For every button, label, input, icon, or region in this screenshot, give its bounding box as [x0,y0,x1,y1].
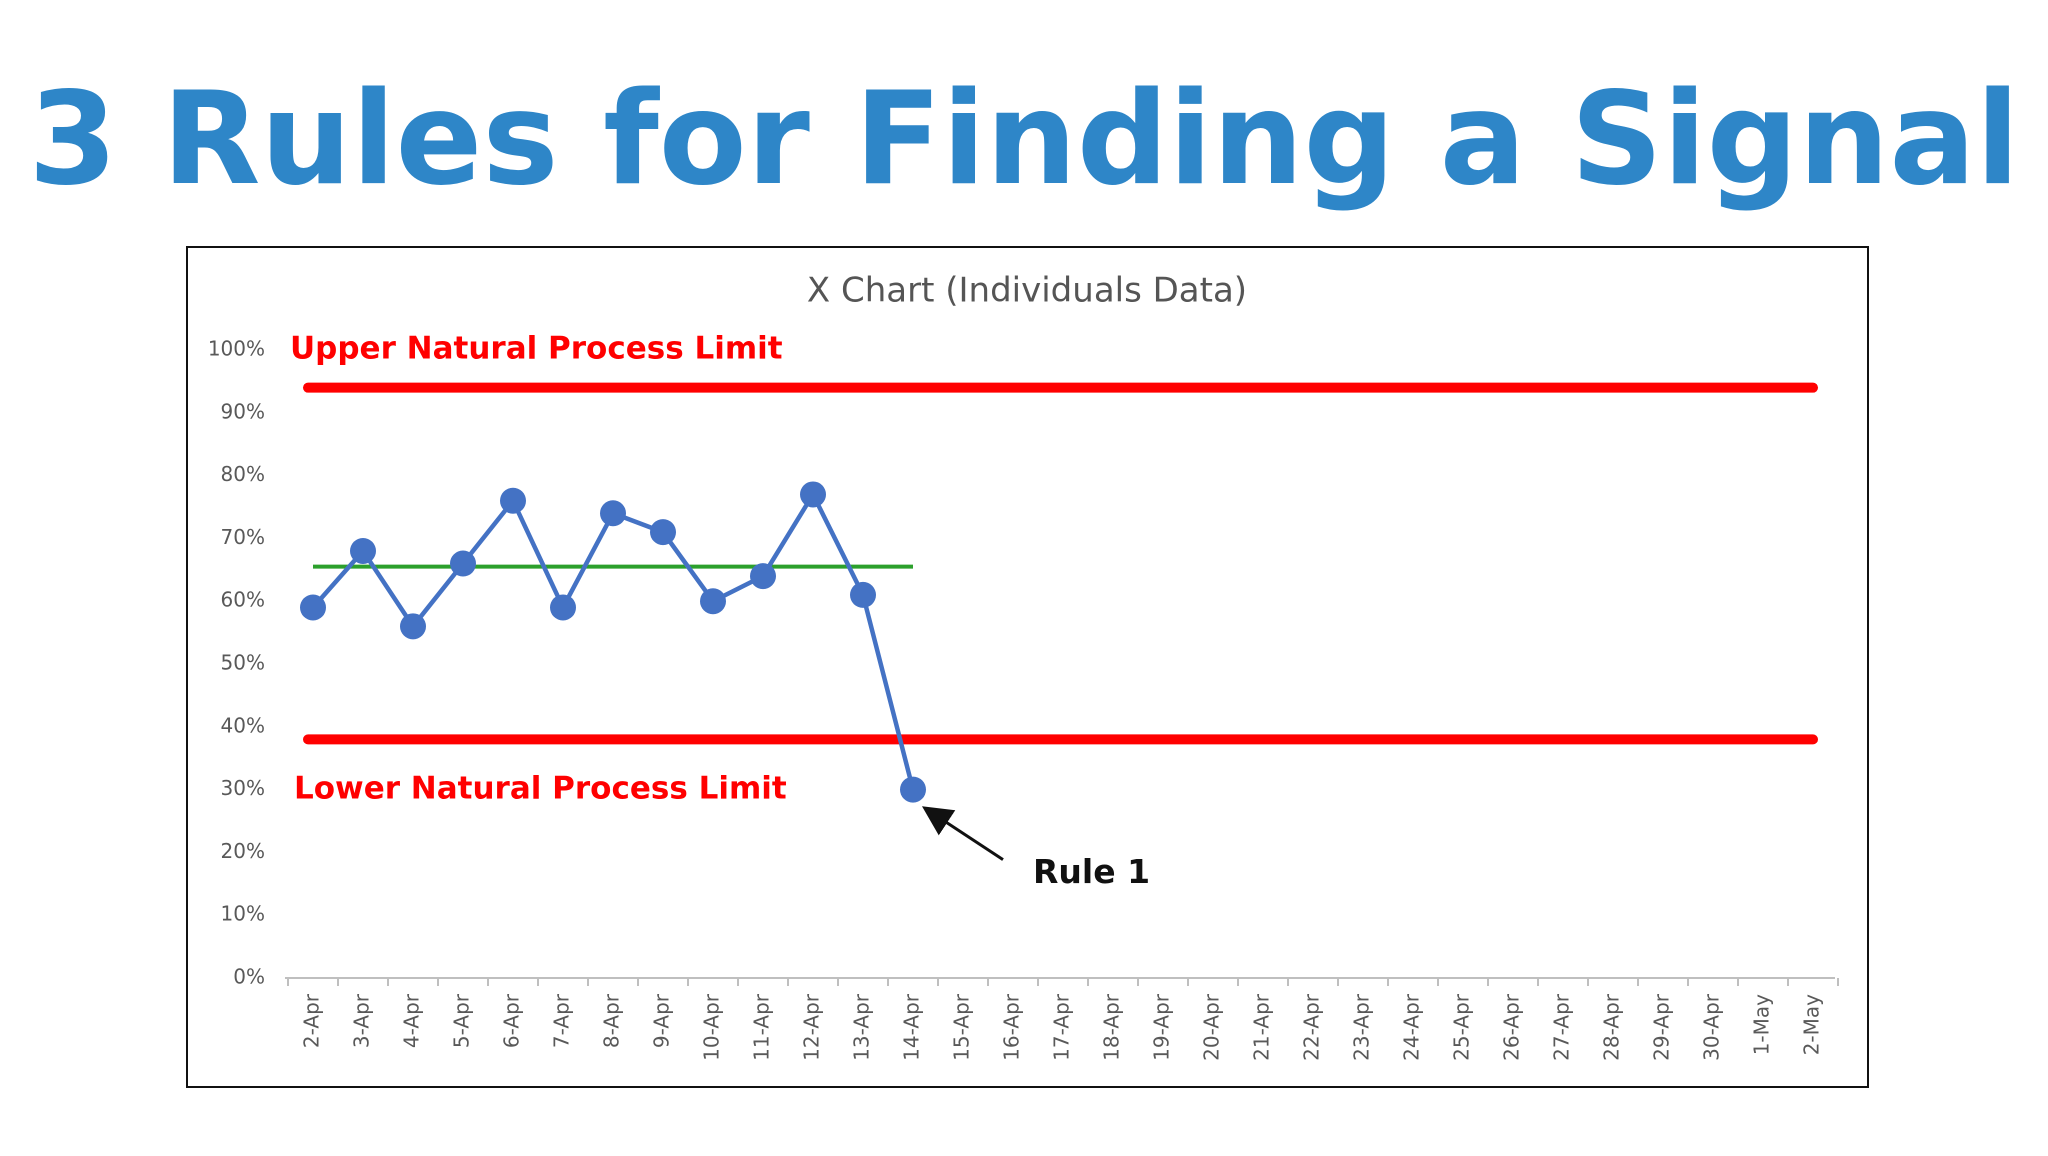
data-point [300,594,326,621]
data-point [750,563,776,590]
x-tick-label: 24-Apr [1400,993,1424,1061]
x-tick-label: 28-Apr [1600,993,1624,1061]
x-tick-label: 2-May [1800,994,1824,1055]
x-tick-label: 5-Apr [450,993,474,1048]
x-tick-label: 14-Apr [900,993,924,1061]
data-point [400,613,426,640]
x-tick-label: 25-Apr [1450,993,1474,1061]
x-tick-label: 19-Apr [1150,993,1174,1061]
y-tick-label: 80% [221,462,265,486]
data-point [800,481,826,508]
x-tick-label: 8-Apr [600,993,624,1048]
slide-heading: 3 Rules for Finding a Signal [28,65,2019,214]
chart-title: X Chart (Individuals Data) [807,271,1247,311]
y-tick-label: 30% [221,776,265,800]
x-tick-label: 13-Apr [850,993,874,1061]
y-tick-label: 70% [221,525,265,549]
x-tick-label: 30-Apr [1700,993,1724,1061]
x-tick-label: 3-Apr [350,993,374,1048]
x-tick-label: 23-Apr [1350,993,1374,1061]
x-tick-label: 18-Apr [1100,993,1124,1061]
data-point [550,594,576,621]
data-point [650,519,676,546]
x-tick-label: 7-Apr [550,993,574,1048]
data-point [450,550,476,577]
y-tick-label: 20% [221,839,265,863]
annotation-arrow [921,806,1004,861]
x-tick-label: 20-Apr [1200,993,1224,1061]
chart-frame [186,246,1869,1088]
y-tick-label: 100% [208,337,265,361]
x-tick-label: 26-Apr [1500,993,1524,1061]
y-tick-label: 10% [221,902,265,926]
x-tick-label: 9-Apr [650,993,674,1048]
data-point [900,776,926,803]
x-tick-label: 6-Apr [500,993,524,1048]
limit-label: Lower Natural Process Limit [294,771,787,807]
data-point [700,588,726,615]
y-tick-label: 90% [221,399,265,423]
data-point [850,581,876,608]
y-tick-label: 60% [221,588,265,612]
x-tick-label: 1-May [1750,994,1774,1055]
x-tick-label: 22-Apr [1300,993,1324,1061]
x-tick-label: 16-Apr [1000,993,1024,1061]
x-tick-label: 4-Apr [400,993,424,1048]
data-point [350,537,376,564]
annotation: Rule 1 [1033,852,1150,891]
x-tick-label: 12-Apr [800,993,824,1061]
x-tick-label: 21-Apr [1250,993,1274,1061]
y-tick-label: 50% [221,651,265,675]
data-point [500,487,526,514]
x-tick-label: 17-Apr [1050,993,1074,1061]
x-tick-label: 27-Apr [1550,993,1574,1061]
data-point [600,500,626,527]
x-tick-label: 29-Apr [1650,993,1674,1061]
x-tick-label: 10-Apr [700,993,724,1061]
y-tick-label: 0% [233,965,265,989]
x-tick-label: 11-Apr [750,993,774,1061]
x-tick-label: 15-Apr [950,993,974,1061]
y-tick-label: 40% [221,713,265,737]
x-tick-label: 2-Apr [300,993,324,1048]
limit-label: Upper Natural Process Limit [290,331,783,367]
